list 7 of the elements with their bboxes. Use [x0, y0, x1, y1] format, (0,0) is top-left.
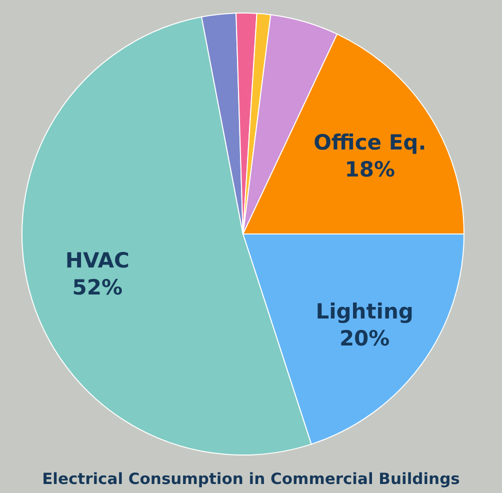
data-label: 18% — [344, 157, 396, 182]
text: Electrical Consumption in Commercial Buildings — [42, 470, 460, 488]
slice-label: Office Eq. — [314, 130, 426, 154]
data-label: 52% — [72, 275, 123, 300]
slice-label: HVAC — [65, 248, 130, 272]
slice-label: Lighting — [316, 299, 414, 324]
data-label: 20% — [339, 326, 390, 350]
